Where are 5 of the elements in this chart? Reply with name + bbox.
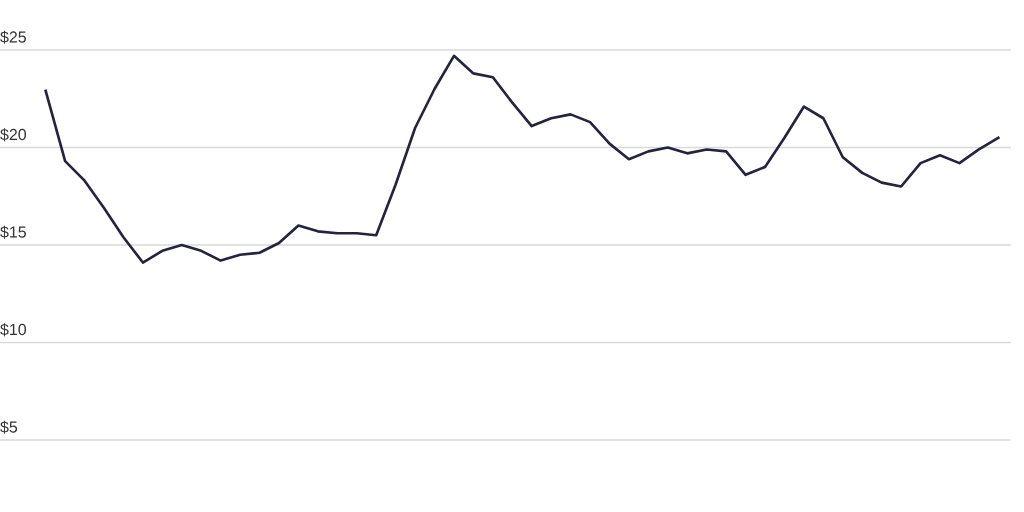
y-tick-label: $20 bbox=[0, 128, 27, 142]
y-tick-label: $10 bbox=[0, 323, 27, 337]
y-tick-label: $25 bbox=[0, 30, 26, 44]
y-tick-label: $15 bbox=[0, 225, 26, 239]
y-tick-label: $5 bbox=[0, 420, 18, 434]
